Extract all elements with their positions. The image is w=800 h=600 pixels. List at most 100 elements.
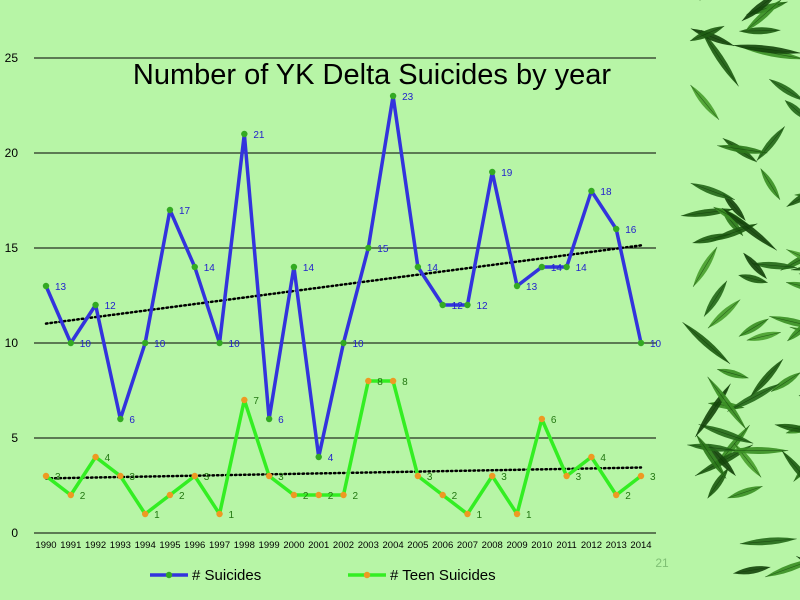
x-tick-label: 2010: [531, 540, 552, 551]
data-point: [290, 263, 298, 271]
data-label: 4: [105, 453, 111, 464]
data-label: 12: [476, 301, 488, 312]
data-point: [563, 263, 570, 271]
data-point: [588, 187, 595, 195]
data-label: 4: [328, 453, 334, 464]
data-point: [117, 472, 124, 480]
data-point: [141, 339, 149, 347]
trendlines: [44, 244, 643, 480]
data-point: [513, 282, 521, 290]
legend-marker: [363, 571, 371, 579]
x-tick-label: 2005: [407, 540, 428, 551]
x-tick-label: 2014: [630, 540, 651, 551]
data-point: [389, 92, 397, 100]
data-label: 3: [501, 472, 507, 483]
x-tick-label: 2009: [506, 540, 527, 551]
data-point: [216, 510, 223, 518]
data-label: 14: [204, 263, 216, 274]
data-label: 10: [650, 339, 662, 350]
x-tick-label: 1993: [110, 540, 131, 551]
data-label: 12: [105, 301, 117, 312]
data-label: 1: [154, 510, 160, 521]
y-tick-label: 25: [5, 51, 19, 65]
x-tick-label: 2002: [333, 540, 354, 551]
data-point: [166, 491, 174, 499]
data-label: 3: [427, 472, 433, 483]
data-label: 1: [229, 510, 235, 521]
data-label: 6: [551, 415, 557, 426]
data-label: 14: [303, 263, 315, 274]
x-tick-label: 2008: [482, 540, 503, 551]
data-point: [315, 491, 322, 499]
data-label: 2: [328, 491, 334, 502]
data-label: 2: [452, 491, 458, 502]
data-point: [613, 225, 620, 233]
data-point: [563, 472, 570, 480]
trendline: [44, 466, 643, 480]
data-point: [613, 491, 620, 499]
data-label: 23: [402, 92, 414, 103]
data-point: [489, 472, 496, 480]
data-label: 15: [377, 244, 389, 255]
data-point: [464, 301, 471, 309]
data-label: 14: [551, 263, 563, 274]
data-point: [241, 396, 248, 404]
data-label: 10: [80, 339, 92, 350]
data-label: 7: [253, 396, 259, 407]
x-tick-label: 1994: [135, 540, 156, 551]
legend: # Suicides # Teen Suicides: [150, 567, 496, 584]
data-label: 3: [650, 472, 656, 483]
x-tick-label: 1990: [35, 540, 56, 551]
data-point: [315, 453, 322, 461]
data-point: [637, 339, 645, 347]
data-label: 1: [526, 510, 532, 521]
data-point: [365, 244, 372, 252]
x-tick-label: 1992: [85, 540, 106, 551]
y-tick-label: 10: [5, 336, 19, 350]
data-point: [216, 339, 223, 347]
data-point: [489, 168, 496, 176]
data-label: 1: [476, 510, 482, 521]
bamboo-leaves-decoration: [680, 0, 800, 589]
data-point: [464, 510, 471, 518]
data-point: [92, 453, 99, 461]
data-point: [117, 415, 124, 423]
x-tick-label: 1991: [60, 540, 81, 551]
series-line: [44, 94, 643, 459]
data-point: [365, 377, 372, 385]
legend-label: # Suicides: [192, 567, 261, 584]
data-label: 8: [402, 377, 408, 388]
data-label: 3: [204, 472, 210, 483]
data-label: 10: [154, 339, 166, 350]
trendline: [44, 244, 643, 325]
gridlines: [34, 57, 656, 534]
x-tick-label: 2000: [283, 540, 304, 551]
data-point: [414, 472, 422, 480]
x-tick-label: 2013: [606, 540, 627, 551]
y-tick-label: 15: [5, 241, 19, 255]
chart-title: Number of YK Delta Suicides by year: [133, 59, 612, 91]
x-tick-label: 2004: [383, 540, 404, 551]
data-point: [42, 472, 50, 480]
data-point: [340, 491, 347, 499]
data-label: 14: [576, 263, 588, 274]
x-tick-label: 1997: [209, 540, 230, 551]
data-point: [513, 510, 521, 518]
data-point: [67, 339, 74, 347]
x-tick-label: 2006: [432, 540, 453, 551]
x-tick-label: 2001: [308, 540, 329, 551]
data-label: 4: [600, 453, 606, 464]
data-point: [67, 491, 74, 499]
data-label: 18: [600, 187, 612, 198]
data-label: 12: [452, 301, 464, 312]
x-tick-label: 2012: [581, 540, 602, 551]
data-point: [241, 130, 248, 138]
data-label: 10: [353, 339, 365, 350]
y-tick-label: 0: [11, 526, 18, 540]
slide-number: 21: [655, 556, 669, 570]
x-tick-label: 1998: [234, 540, 255, 551]
data-label: 6: [129, 415, 135, 426]
data-label: 3: [576, 472, 582, 483]
